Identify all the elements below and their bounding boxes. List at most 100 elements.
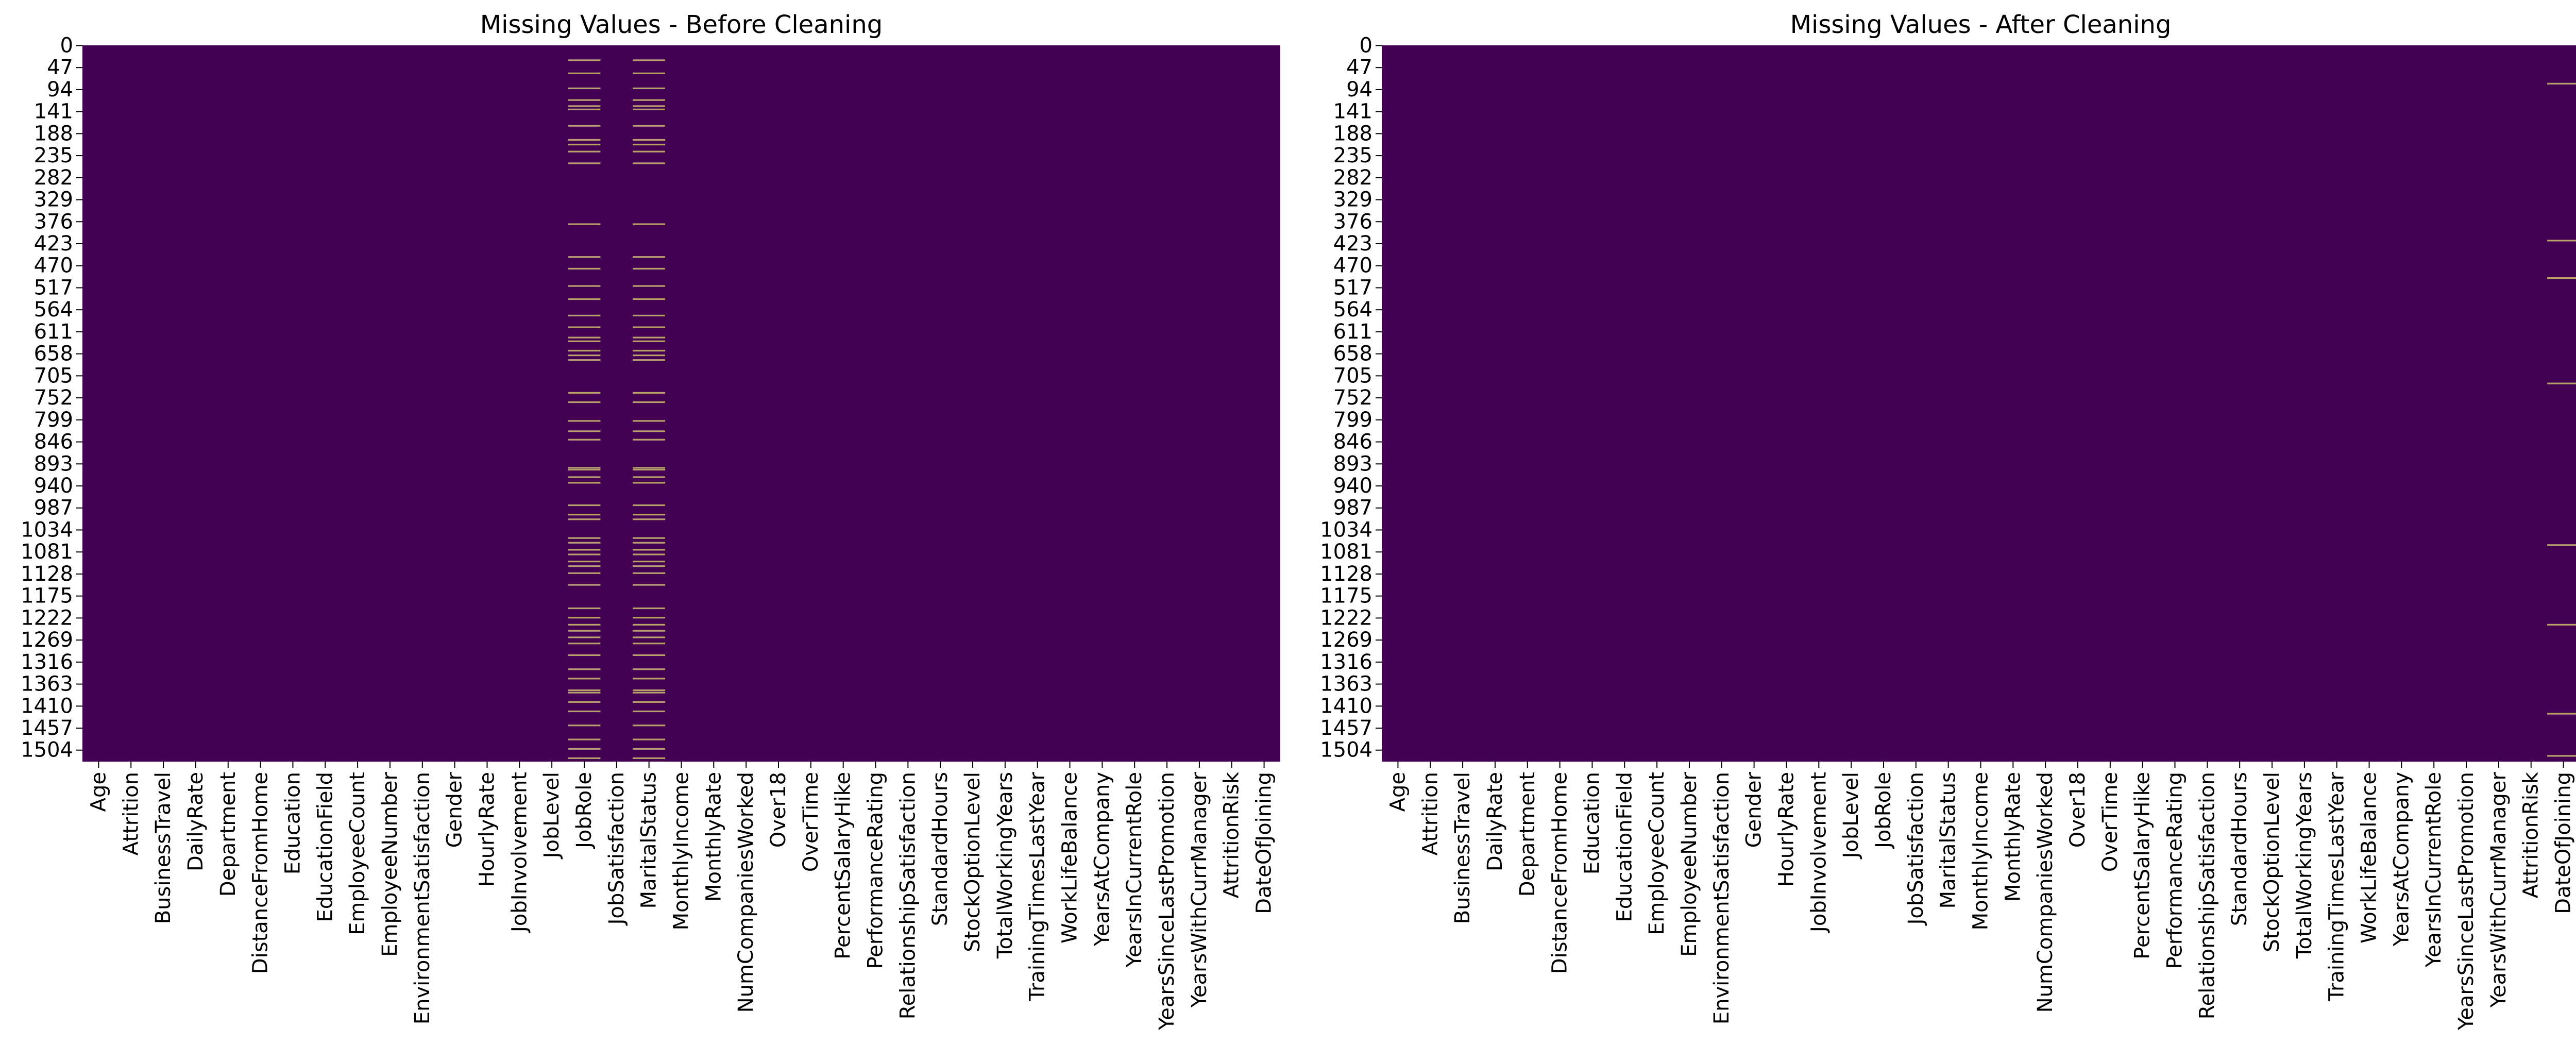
missing-cell [633, 72, 666, 74]
x-tick-label: EmployeeNumber [378, 771, 402, 956]
missing-cell [568, 537, 601, 539]
missing-cell [568, 748, 601, 750]
missing-cell [633, 150, 666, 153]
x-tick-label: YearsAtCompany [1090, 772, 1114, 947]
missing-cell [633, 125, 666, 127]
x-tick-label: TrainingTimesLastYear [1026, 771, 1049, 1001]
y-tick-label: 1363 [1320, 672, 1372, 696]
missing-cell [568, 549, 601, 551]
missing-cell [633, 401, 666, 403]
missing-cell [633, 298, 666, 300]
missing-cell [568, 668, 601, 670]
x-tick-label: PerformanceRating [2163, 772, 2187, 969]
missing-cell [633, 349, 666, 352]
y-tick-label: 1504 [21, 738, 73, 762]
x-tick-label: YearsInCurrentRole [1123, 772, 1146, 968]
missing-cell [568, 99, 601, 101]
missing-cell [568, 87, 601, 90]
x-tick-label: Education [281, 772, 304, 874]
y-tick-label: 94 [47, 78, 73, 102]
missing-cell [633, 314, 666, 316]
missing-cell [633, 654, 666, 656]
y-tick-label: 141 [1333, 100, 1372, 124]
x-tick-label: DistanceFromHome [249, 772, 273, 974]
missing-cell [568, 504, 601, 507]
missing-cell [568, 349, 601, 352]
x-tick-label: JobLevel [1839, 772, 1863, 860]
y-tick-label: 188 [34, 122, 73, 145]
x-tick-label: EducationField [313, 772, 337, 922]
x-tick-label: Department [216, 772, 240, 897]
x-tick-label: StandardHours [928, 772, 952, 926]
heatmap-background [82, 45, 1280, 762]
x-tick-label: DistanceFromHome [1548, 772, 1572, 974]
x-tick-label: EnvironmentSatisfaction [1710, 772, 1734, 1024]
x-tick-label: DateOfJoining [2552, 772, 2575, 914]
missing-cell [633, 748, 666, 750]
y-tick-label: 1034 [21, 518, 73, 542]
y-tick-label: 517 [34, 276, 73, 299]
missing-cell [633, 285, 666, 287]
x-tick-label: RelationshipSatisfaction [2195, 772, 2219, 1019]
x-tick-label: StandardHours [2228, 772, 2251, 926]
missing-cell [633, 710, 666, 713]
missing-cell [633, 223, 666, 225]
x-tick-label: Age [1386, 772, 1410, 812]
missing-cell [633, 636, 666, 638]
y-tick-label: 893 [1333, 452, 1372, 476]
missing-cell [568, 420, 601, 422]
x-tick-label: Gender [1742, 771, 1766, 848]
x-tick-label: Over18 [767, 772, 790, 848]
missing-cell [633, 87, 666, 90]
missing-cell [633, 678, 666, 680]
missing-cell [568, 392, 601, 394]
missing-cell [633, 537, 666, 539]
missing-cell [568, 401, 601, 403]
missing-cell [633, 467, 666, 469]
x-tick-label: Age [87, 772, 110, 812]
missing-cell [633, 504, 666, 507]
y-tick-label: 1081 [1320, 540, 1372, 564]
x-tick-label: TotalWorkingYears [993, 772, 1017, 959]
heatmap-background [1382, 45, 2576, 762]
missing-cell [568, 125, 601, 127]
y-tick-label: 940 [34, 474, 73, 498]
x-tick-label: YearsWithCurrManager [2487, 771, 2511, 1008]
missing-cell [633, 643, 666, 645]
missing-cell [2547, 624, 2576, 626]
y-tick-label: 658 [1333, 342, 1372, 366]
y-tick-label: 423 [34, 232, 73, 256]
x-tick-label: AttritionRisk [2519, 771, 2543, 898]
missing-cell [2547, 82, 2576, 85]
missing-cell [568, 150, 601, 153]
x-tick-label: JobInvolvement [507, 772, 531, 934]
x-tick-label: Attrition [1418, 772, 1442, 855]
missing-cell [633, 143, 666, 146]
missing-cell [568, 430, 601, 432]
y-tick-label: 47 [47, 56, 73, 79]
y-tick-label: 1175 [1320, 584, 1372, 608]
y-tick-label: 752 [34, 386, 73, 410]
y-tick-label: 1410 [21, 694, 73, 718]
missing-cell [633, 162, 666, 164]
missing-cell [568, 340, 601, 342]
x-tick-label: EmployeeCount [1645, 772, 1669, 935]
x-tick-label: MonthlyIncome [670, 772, 693, 930]
x-tick-label: NumCompaniesWorked [2033, 772, 2057, 1013]
missing-cell [568, 624, 601, 626]
missing-cell [633, 430, 666, 432]
y-tick-label: 0 [60, 33, 73, 57]
y-tick-label: 1363 [21, 672, 73, 696]
x-tick-label: BusinessTravel [151, 772, 175, 924]
missing-cell [568, 636, 601, 638]
y-tick-label: 470 [1333, 254, 1372, 278]
missing-cell [633, 624, 666, 626]
missing-cell [633, 340, 666, 342]
y-tick-label: 1316 [21, 650, 73, 674]
missing-cell [568, 482, 601, 484]
y-tick-label: 564 [1333, 298, 1372, 322]
x-tick-label: MonthlyRate [2001, 772, 2025, 902]
x-tick-label: Department [1516, 772, 1539, 897]
missing-cell [633, 468, 666, 471]
y-tick-label: 235 [1333, 144, 1372, 167]
